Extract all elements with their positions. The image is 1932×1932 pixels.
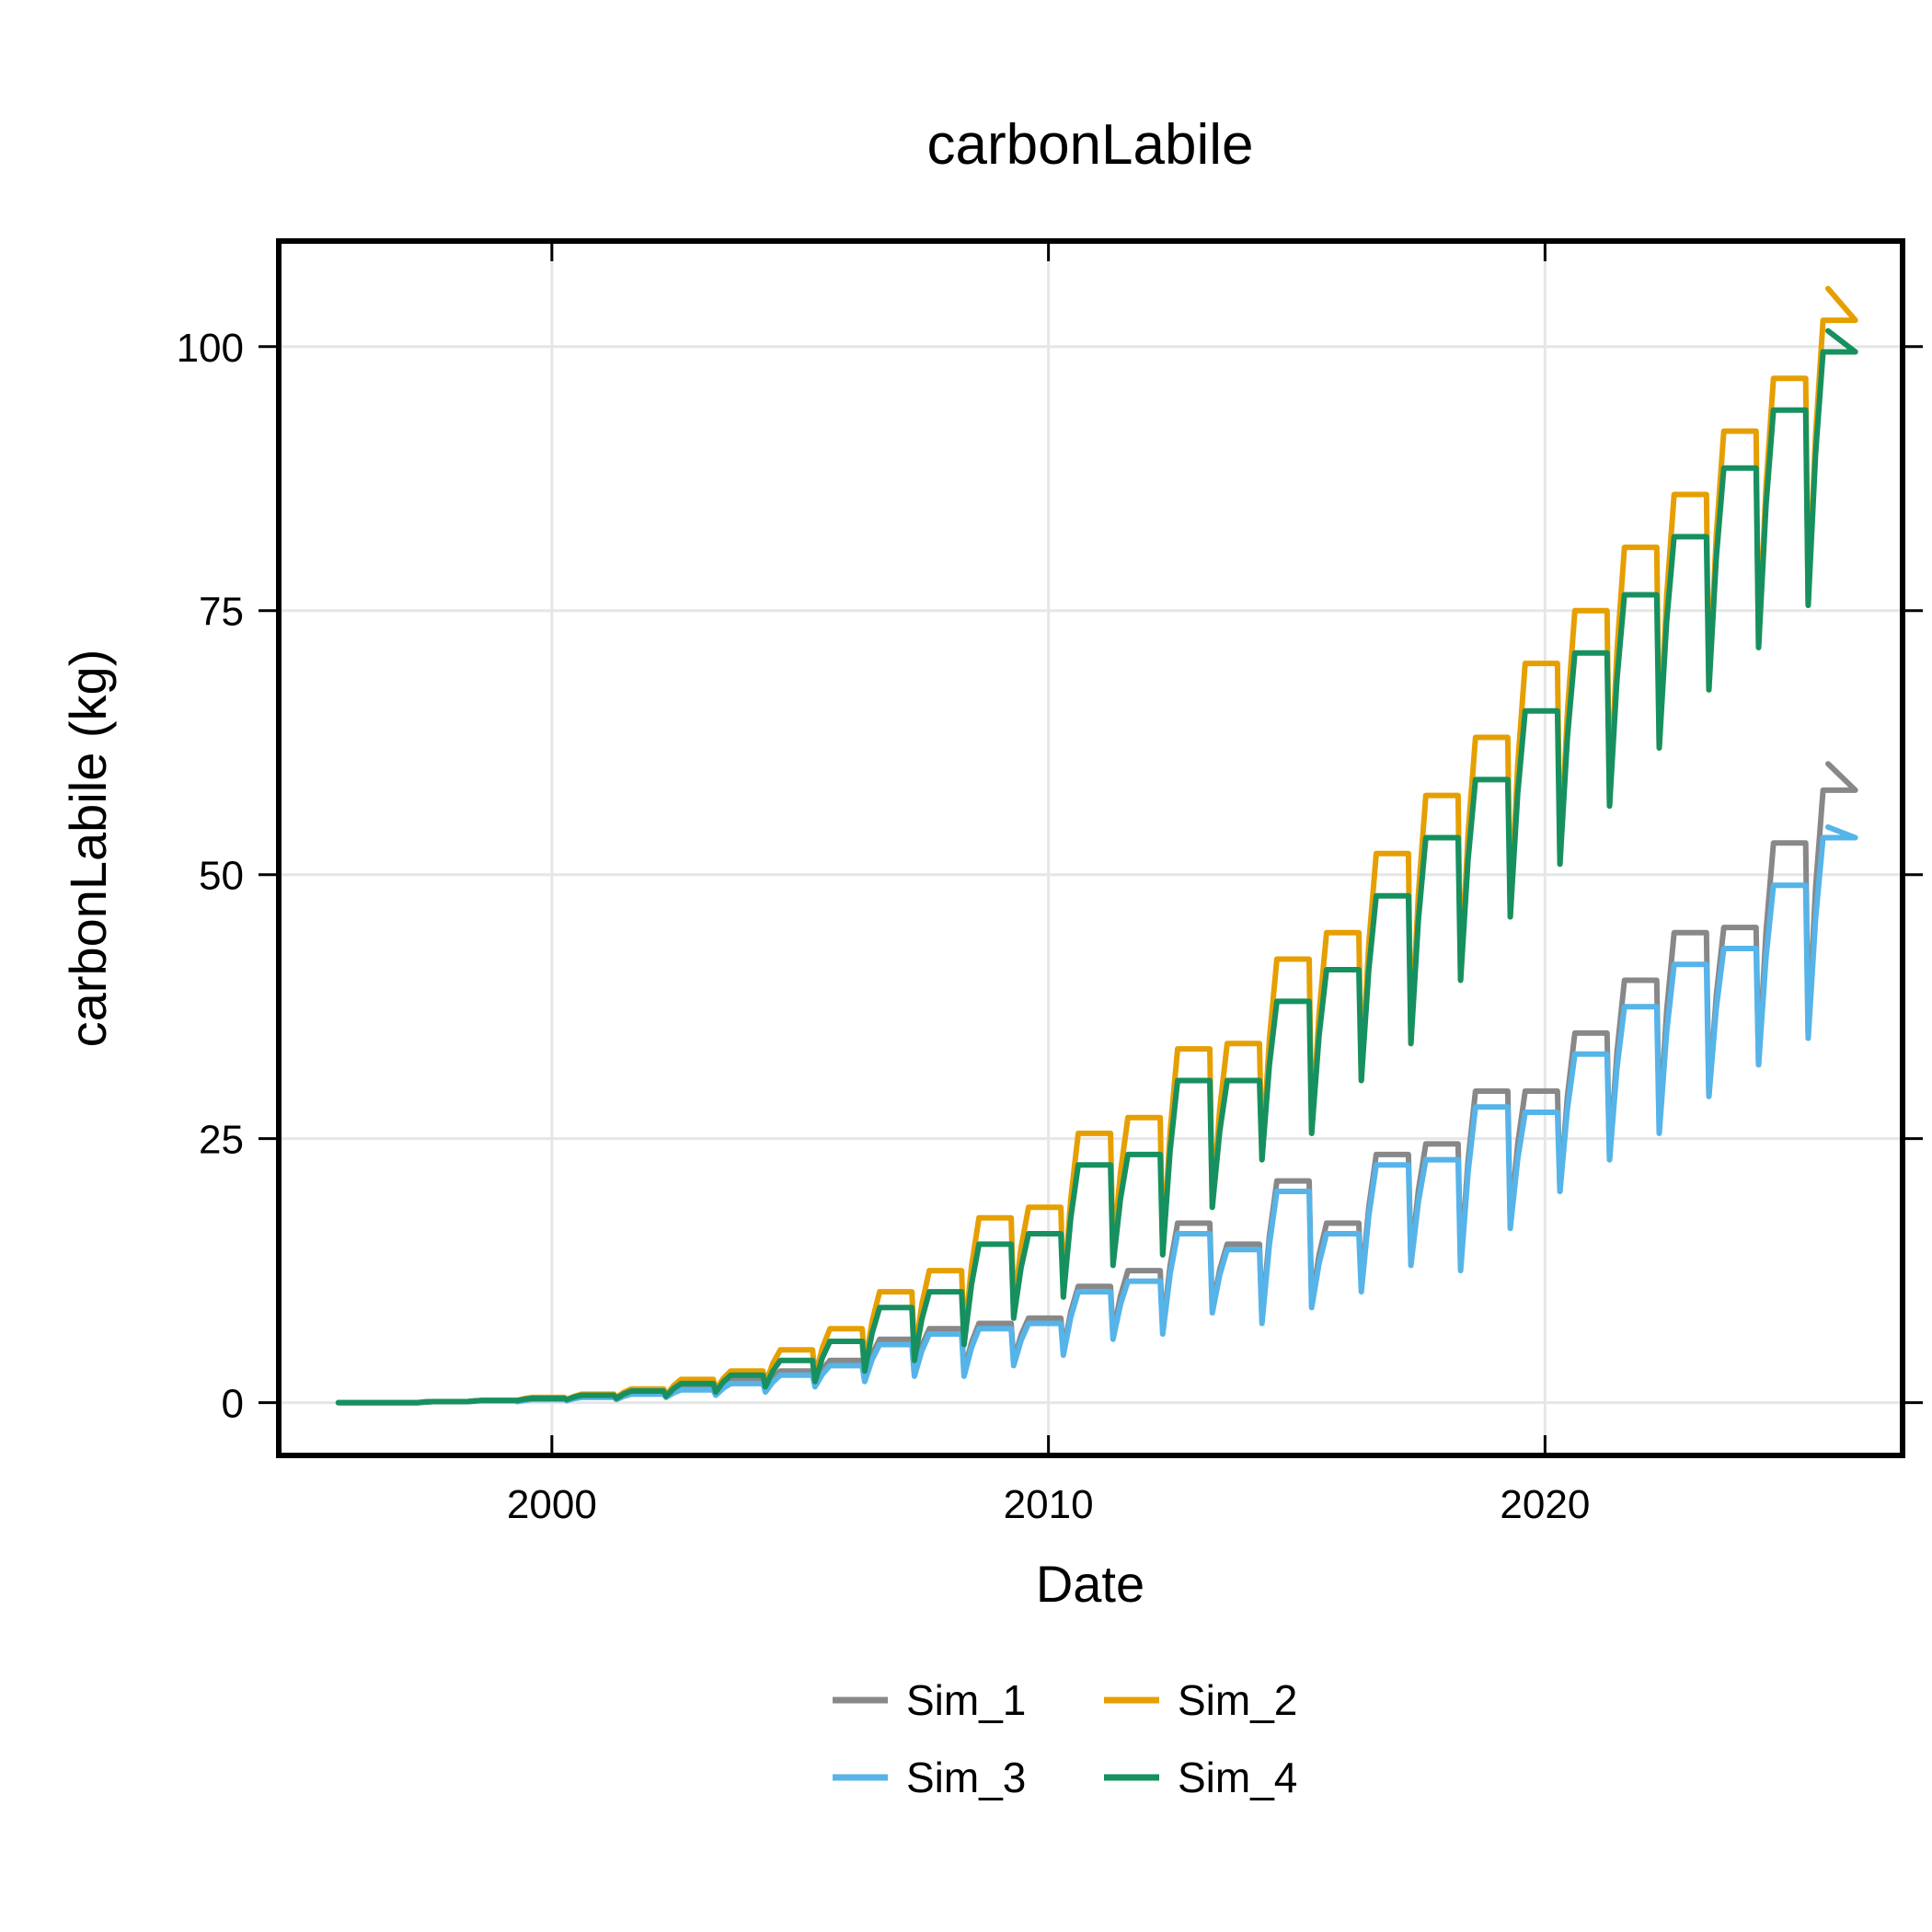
legend-label: Sim_4 xyxy=(1178,1754,1297,1801)
x-tick-label: 2020 xyxy=(1500,1482,1590,1527)
legend: Sim_1 Sim_2 Sim_3 Sim_4 xyxy=(833,1676,1297,1801)
series-line-sim-2 xyxy=(335,285,1858,1406)
series-lines xyxy=(335,285,1858,1406)
legend-label: Sim_2 xyxy=(1178,1676,1297,1724)
y-tick-label: 100 xyxy=(177,326,244,371)
y-tick-label: 50 xyxy=(199,854,244,899)
x-axis-title: Date xyxy=(1036,1555,1144,1613)
y-axis-title: carbonLabile (kg) xyxy=(59,650,117,1048)
series-line-sim-3 xyxy=(335,824,1858,1406)
plot-frame xyxy=(276,238,1905,1458)
axis-ticks: 2000 2010 2020 0 25 50 75 100 xyxy=(177,241,1923,1527)
y-tick-label: 25 xyxy=(199,1118,244,1163)
x-tick-label: 2010 xyxy=(1004,1482,1094,1527)
x-tick-label: 2000 xyxy=(507,1482,597,1527)
gridlines xyxy=(279,241,1903,1455)
legend-label: Sim_1 xyxy=(906,1676,1026,1724)
y-tick-label: 75 xyxy=(199,590,244,635)
series-line-sim-4 xyxy=(335,328,1858,1406)
y-tick-label: 0 xyxy=(222,1382,244,1427)
chart-title: carbonLabile xyxy=(926,113,1253,177)
series-line-sim-1 xyxy=(335,761,1858,1406)
legend-label: Sim_3 xyxy=(906,1754,1026,1801)
